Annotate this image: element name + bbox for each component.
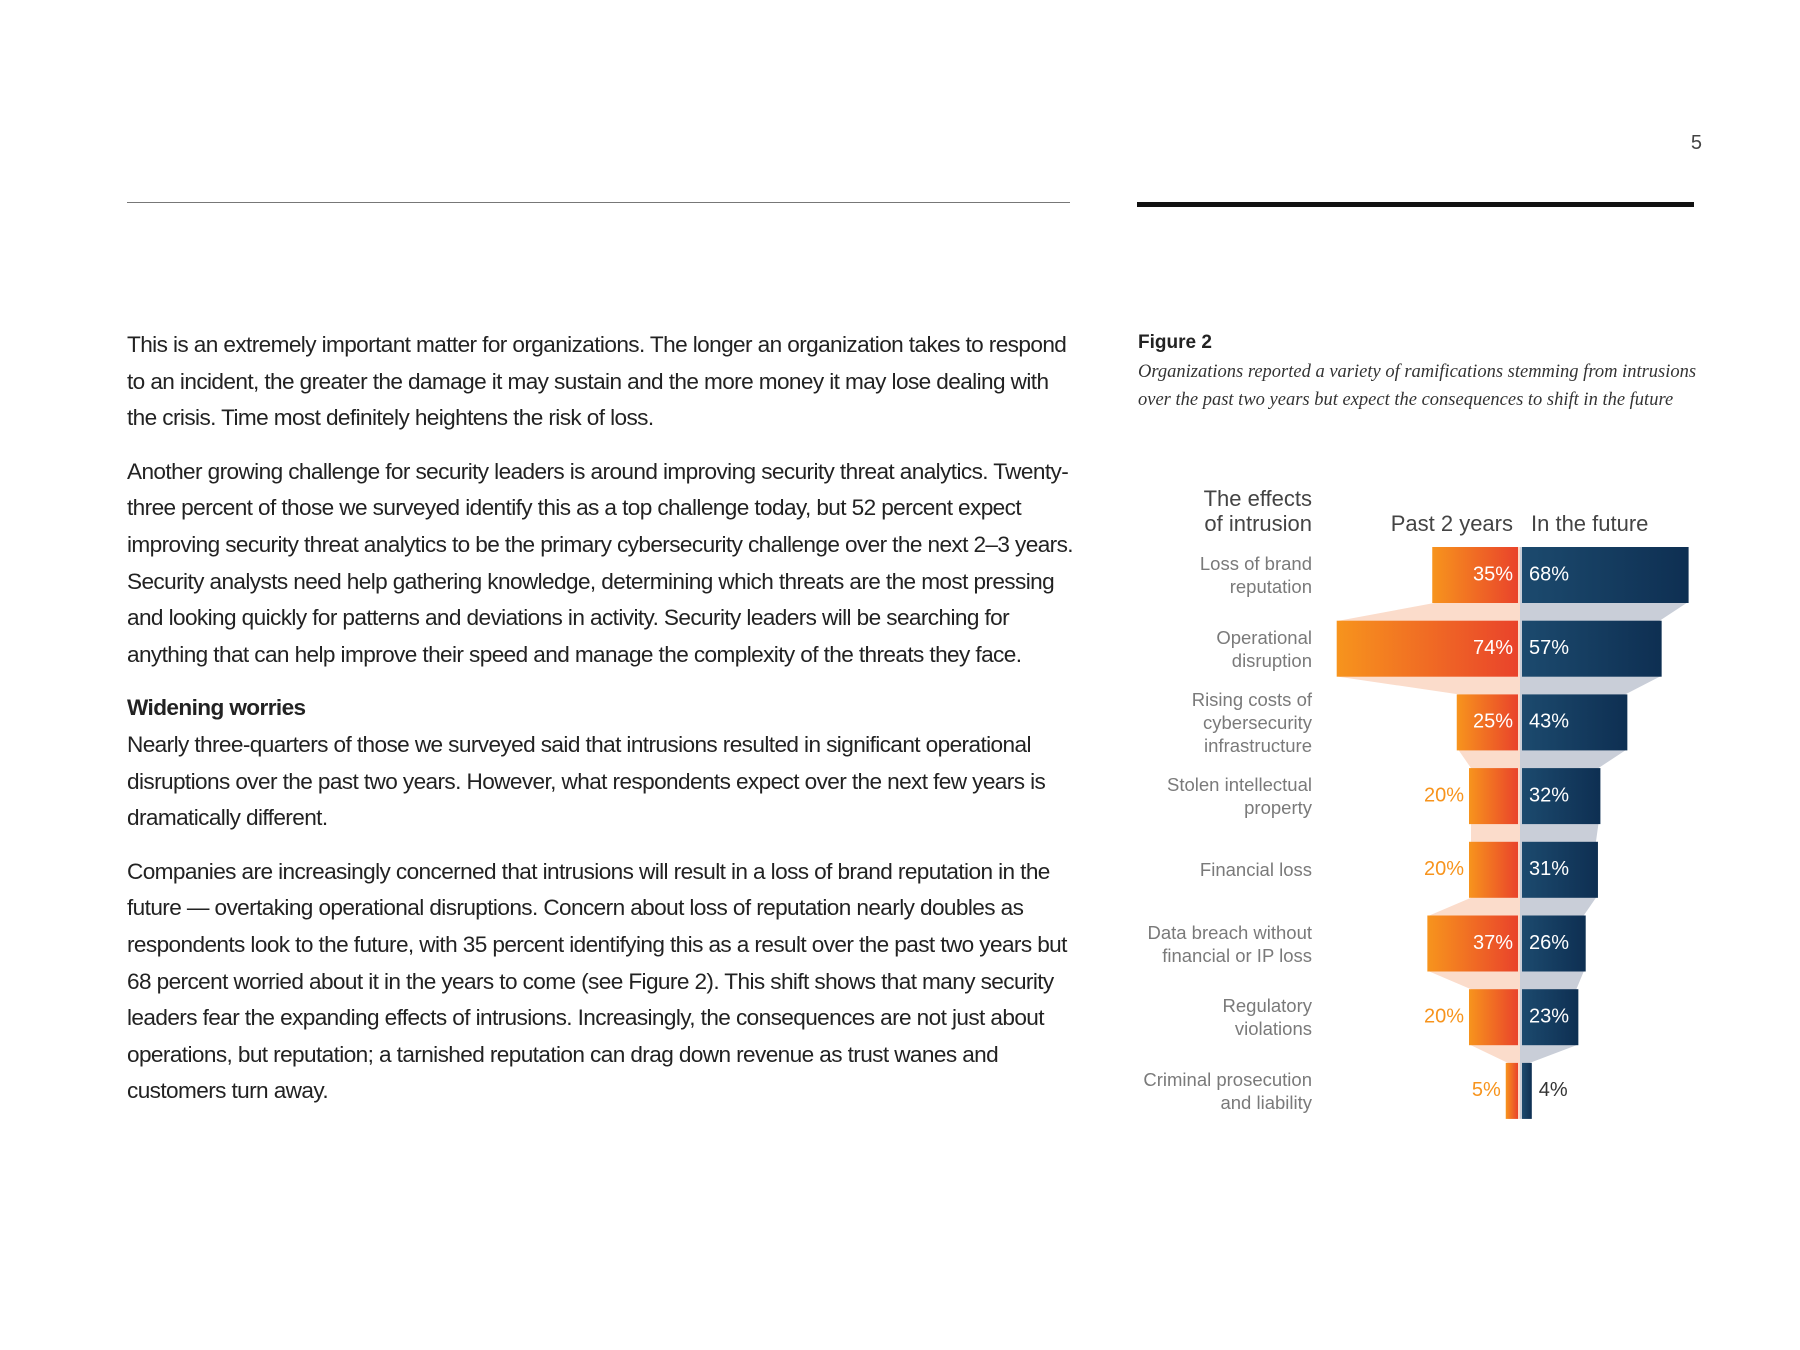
bar [1522,1062,1532,1119]
value-label: 35% [1473,563,1513,585]
value-label: 23% [1529,1005,1569,1027]
legend-entry: Past 2 years [1390,511,1513,536]
category-label: Financial loss [1199,859,1312,881]
paragraph: Another growing challenge for security l… [127,458,1074,667]
value-label: 37% [1473,932,1513,954]
category-label: Regulatory violations [1222,995,1312,1040]
bar [1522,768,1601,825]
bar [1522,841,1598,898]
category-label: Data breach without financial or IP loss [1147,921,1312,966]
bar [1427,915,1518,972]
bar [1505,1062,1518,1119]
category-axis-title: The effects of intrusion [1203,486,1312,536]
value-label: 31% [1529,858,1569,880]
bar [1469,841,1518,898]
bar [1456,694,1518,751]
funnel-shading [1338,547,1520,1119]
page-number: 5 [1690,132,1702,154]
bar [1522,620,1662,677]
bar [1522,547,1689,603]
bar [1336,620,1518,677]
body-text: This is an extremely important matter fo… [127,327,1082,1127]
value-label: 20% [1424,1005,1464,1027]
heading: Widening worries [127,695,306,721]
bar [1522,915,1586,972]
paragraph: Nearly three-quarters of those we survey… [127,731,1046,831]
funnel-shading [1520,547,1687,1119]
value-label: 74% [1473,637,1513,659]
value-label: 43% [1529,711,1569,733]
value-label: 25% [1473,711,1513,733]
category-label: Criminal prosecution and liability [1143,1068,1312,1113]
category-label: Rising costs of cybersecurity infrastruc… [1191,688,1312,756]
legend-entry: In the future [1531,511,1649,536]
category-label: Loss of brand reputation [1199,553,1312,597]
value-label: 57% [1529,637,1569,659]
bar [1522,694,1628,751]
paragraph: Companies are increasingly concerned tha… [127,858,1067,1104]
value-label: 4% [1539,1079,1568,1101]
bar [1469,989,1518,1046]
value-label: 26% [1529,932,1569,954]
value-label: 68% [1529,563,1569,585]
value-label: 20% [1424,784,1464,806]
value-label: 32% [1529,784,1569,806]
paragraph: This is an extremely important matter fo… [127,332,1067,431]
rule [127,202,1070,203]
value-label: 20% [1424,858,1464,880]
figure-label: Figure 2 [1138,332,1212,353]
value-label: 5% [1472,1079,1501,1101]
bar [1432,547,1518,603]
bar [1469,768,1518,825]
figure-caption: Organizations reported a variety of rami… [1138,362,1697,410]
category-label: Stolen intellectual property [1166,774,1312,819]
rule [1137,202,1694,207]
category-label: Operational disruption [1216,626,1312,671]
bar [1522,989,1579,1046]
